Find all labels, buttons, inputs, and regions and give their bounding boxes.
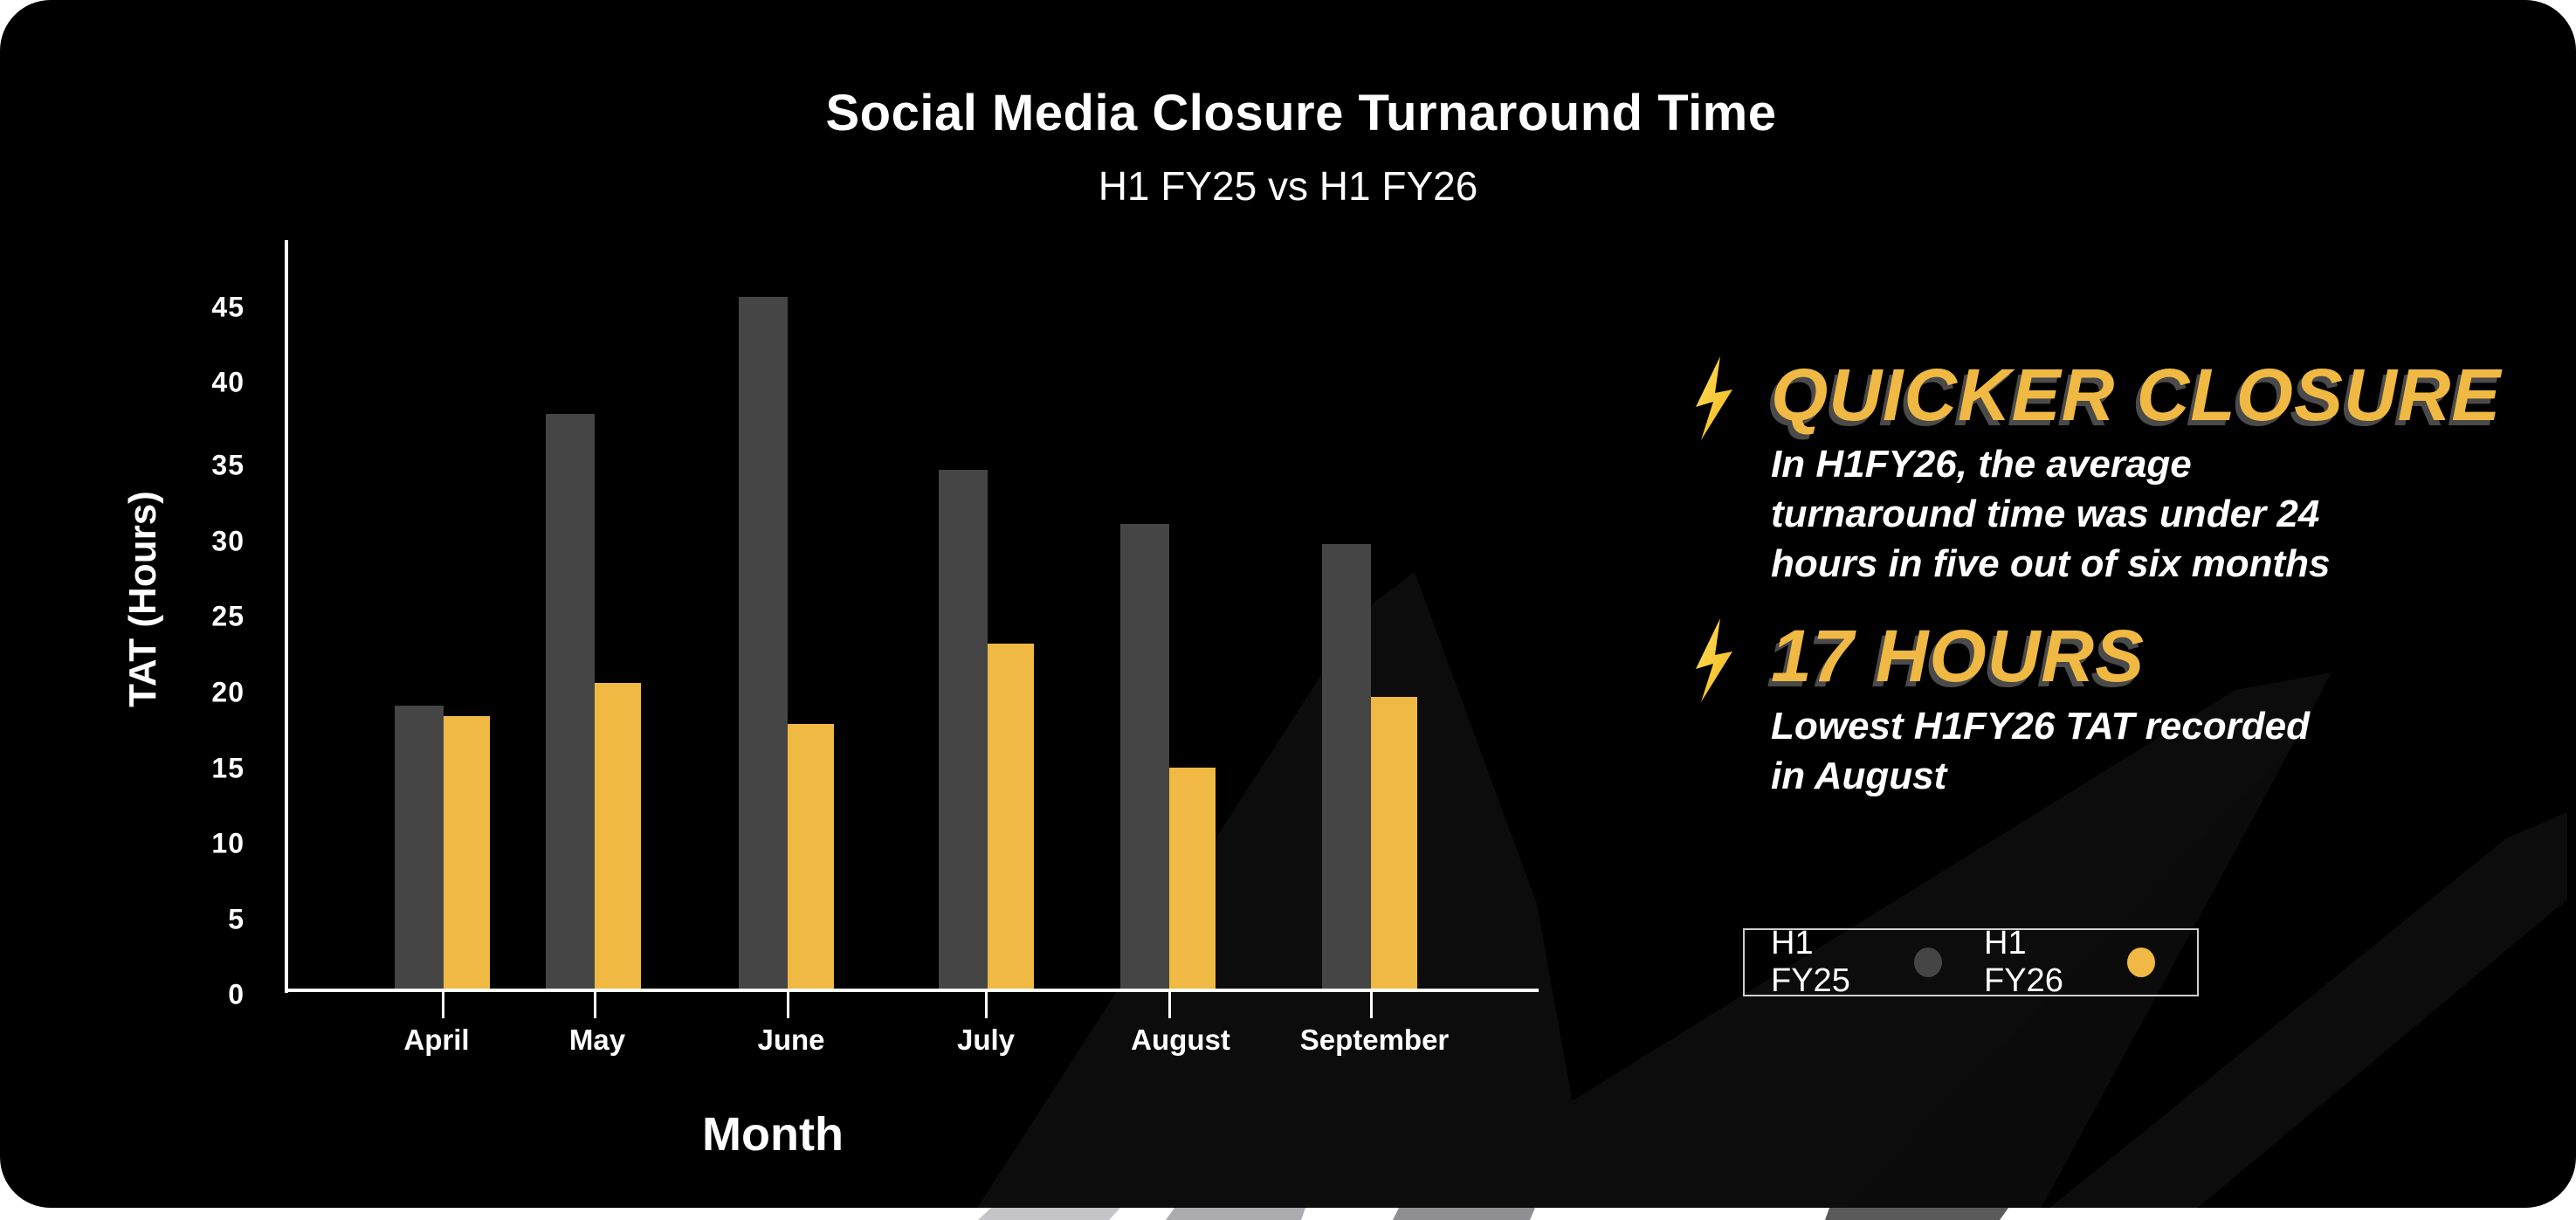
x-tick-label-june: June xyxy=(757,1024,825,1056)
insight-headline-17-hours: 17 HOURS xyxy=(1771,615,2146,697)
y-tick-label: 40 xyxy=(211,366,245,398)
legend-item-fy26: H1 FY26 xyxy=(1984,925,2155,1000)
insight-description: In H1FY26, the average turnaround time w… xyxy=(1771,439,2330,589)
x-tick xyxy=(1370,992,1373,1018)
y-tick-label: 5 xyxy=(228,903,245,935)
y-tick-label: 10 xyxy=(211,827,245,859)
y-tick-label: 15 xyxy=(211,752,245,784)
y-tick-label: 35 xyxy=(211,449,245,481)
bar-june-h1-fy26 xyxy=(788,723,834,990)
x-axis-title: Month xyxy=(702,1108,844,1161)
x-tick-label-july: July xyxy=(956,1024,1016,1056)
y-axis-line xyxy=(285,240,288,993)
legend-dot-icon xyxy=(2126,948,2155,977)
legend-dot-icon xyxy=(1913,948,1942,977)
legend-label: H1 FY26 xyxy=(1984,925,2063,999)
bar-may-h1-fy25 xyxy=(546,413,595,990)
x-tick xyxy=(1168,992,1171,1018)
x-tick-label-april: April xyxy=(403,1024,470,1056)
bar-may-h1-fy26 xyxy=(595,683,641,990)
bar-august-h1-fy26 xyxy=(1169,768,1216,990)
insight-line: turnaround time was under 24 xyxy=(1771,493,2320,535)
bar-august-h1-fy25 xyxy=(1120,524,1169,990)
insight-description: Lowest H1FY26 TAT recorded in August xyxy=(1771,701,2310,801)
bar-july-h1-fy25 xyxy=(939,469,988,990)
y-tick-label: 20 xyxy=(211,676,245,708)
y-axis-title: TAT (Hours) xyxy=(121,491,164,707)
x-tick-label-september: September xyxy=(1299,1024,1450,1056)
x-tick xyxy=(985,992,988,1018)
bar-september-h1-fy25 xyxy=(1322,543,1371,990)
y-tick-label: 0 xyxy=(228,978,245,1010)
legend-label: H1 FY25 xyxy=(1771,925,1850,999)
x-axis-line xyxy=(285,989,1539,992)
bar-july-h1-fy26 xyxy=(988,644,1034,990)
bar-september-h1-fy26 xyxy=(1371,696,1417,990)
chart-legend: H1 FY25 H1 FY26 xyxy=(1743,925,2199,999)
x-tick-label-august: August xyxy=(1131,1024,1230,1056)
y-tick-label: 45 xyxy=(211,291,245,323)
lightning-bolt-icon xyxy=(1696,356,1732,440)
chart-title: Social Media Closure Turnaround Time xyxy=(825,85,1777,141)
bar-april-h1-fy26 xyxy=(444,716,490,990)
chart-subtitle: H1 FY25 vs H1 FY26 xyxy=(1098,163,1478,209)
lightning-bolt-icon xyxy=(1696,618,1732,702)
insight-line: hours in five out of six months xyxy=(1771,542,2331,585)
insight-headline-quicker-closure: QUICKER CLOSURE xyxy=(1771,354,2502,436)
insight-line: Lowest H1FY26 TAT recorded xyxy=(1771,705,2310,748)
x-tick-label-may: May xyxy=(568,1024,626,1056)
y-tick-label: 25 xyxy=(211,600,245,632)
bar-june-h1-fy25 xyxy=(739,297,788,990)
x-tick xyxy=(594,992,596,1018)
x-tick xyxy=(442,992,444,1018)
insight-line: In H1FY26, the average xyxy=(1771,443,2192,486)
x-tick xyxy=(787,992,789,1018)
insight-line: in August xyxy=(1771,755,1947,797)
y-tick-label: 30 xyxy=(211,525,245,557)
legend-item-fy25: H1 FY25 xyxy=(1771,925,1942,1000)
bar-april-h1-fy25 xyxy=(395,706,444,990)
